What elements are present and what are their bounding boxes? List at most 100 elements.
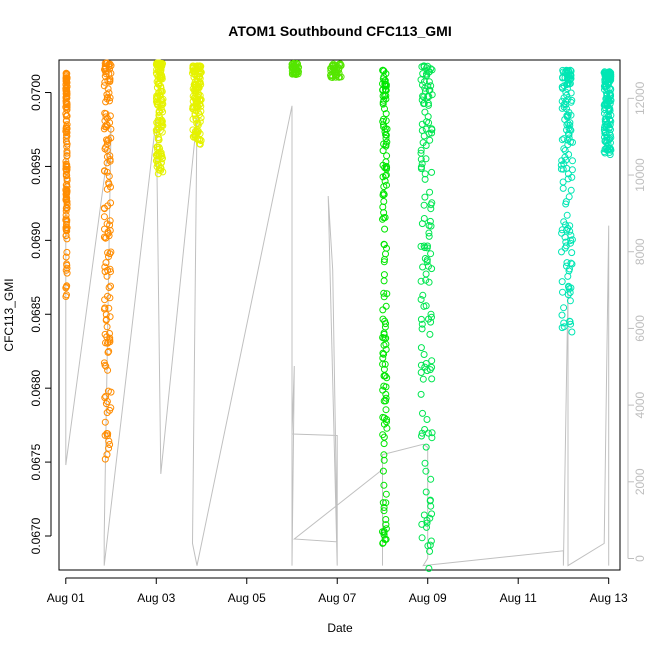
data-point [291, 68, 299, 76]
data-point [62, 158, 70, 165]
data-point [62, 196, 70, 204]
data-point [417, 76, 425, 84]
data-point [383, 181, 390, 189]
data-point [564, 95, 572, 103]
data-point [383, 418, 390, 426]
data-point [418, 429, 426, 437]
data-point [603, 95, 611, 103]
data-point [382, 525, 390, 533]
data-point [190, 67, 198, 75]
data-point [559, 184, 567, 192]
data-point [158, 117, 166, 125]
data-point [63, 204, 70, 211]
data-point [157, 87, 165, 95]
data-point [566, 318, 574, 326]
data-point [419, 263, 427, 271]
data-point [426, 497, 434, 505]
data-point [106, 65, 113, 73]
data-point [100, 233, 108, 241]
data-point [601, 122, 609, 130]
data-point [106, 330, 113, 337]
data-point [380, 504, 388, 511]
data-point [104, 85, 112, 93]
data-point [155, 166, 163, 174]
data-point [422, 155, 430, 163]
data-point [197, 62, 205, 70]
data-point [154, 135, 162, 143]
data-point [62, 81, 70, 88]
data-point [425, 278, 433, 286]
data-point [568, 236, 576, 244]
y2-tick-label: 6000 [633, 315, 647, 342]
data-point [568, 260, 576, 268]
data-point [427, 502, 435, 510]
data-point [564, 72, 572, 80]
data-point [567, 320, 575, 328]
data-point [566, 126, 574, 133]
data-point [156, 71, 164, 79]
data-point [382, 142, 390, 150]
data-point [558, 278, 566, 286]
data-point [62, 72, 70, 80]
data-point [380, 481, 388, 489]
data-point [607, 97, 615, 105]
x-tick-label: Aug 09 [409, 591, 447, 605]
data-point [419, 291, 427, 299]
data-point [562, 66, 570, 74]
data-point [428, 375, 436, 383]
data-point [428, 66, 436, 74]
data-point [421, 108, 429, 116]
data-point [420, 78, 428, 86]
data-point [62, 225, 70, 233]
data-point [197, 136, 205, 144]
x-tick-label: Aug 01 [47, 591, 85, 605]
data-point [379, 118, 387, 125]
data-point [565, 283, 573, 291]
data-point [193, 62, 201, 70]
data-point [380, 341, 388, 349]
data-point [561, 116, 569, 123]
data-point [418, 160, 426, 168]
data-point [382, 70, 390, 78]
y-tick-label: 0.0700 [29, 74, 43, 111]
data-point [63, 94, 71, 102]
data-point [382, 490, 390, 498]
data-point [423, 516, 431, 524]
data-point [102, 123, 110, 131]
data-point [422, 443, 430, 451]
data-point [62, 128, 70, 136]
data-point [557, 161, 565, 169]
data-point [568, 328, 576, 336]
data-point [105, 179, 113, 187]
data-point [336, 60, 344, 68]
data-point [567, 89, 575, 97]
data-point [427, 475, 435, 483]
data-point [380, 293, 388, 301]
data-point [380, 258, 388, 266]
data-point [382, 535, 390, 543]
data-point [425, 119, 433, 127]
data-point [420, 201, 428, 209]
data-point [562, 156, 570, 164]
data-point [562, 242, 570, 250]
data-point [157, 74, 165, 82]
data-point [100, 213, 108, 221]
data-point [568, 96, 576, 104]
series-7 [379, 66, 391, 547]
data-point [63, 235, 71, 243]
data-point [157, 88, 165, 96]
data-point [106, 338, 114, 346]
data-point [332, 71, 340, 79]
data-point [421, 363, 429, 371]
data-point [380, 414, 388, 422]
data-point [606, 100, 614, 107]
data-point [156, 127, 164, 135]
data-point [380, 289, 388, 297]
data-point [381, 105, 388, 113]
data-point [152, 126, 160, 134]
data-point [565, 151, 573, 158]
data-point [561, 147, 569, 154]
data-point [562, 200, 570, 208]
series-1 [62, 69, 71, 300]
data-point [605, 129, 613, 137]
